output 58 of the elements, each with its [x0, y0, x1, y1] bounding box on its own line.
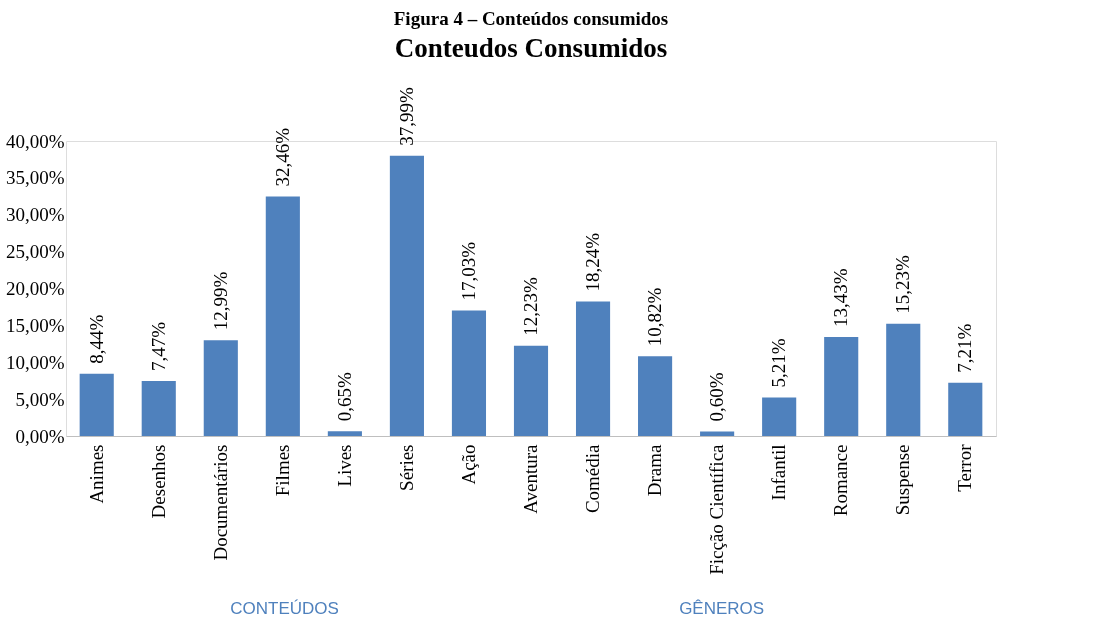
x-tick-label: Séries — [395, 444, 417, 491]
text: CONTEÚDOS — [230, 599, 339, 618]
text: Figura 4 – Conteúdos consumidos — [393, 8, 669, 29]
data-label: 17,03% — [457, 241, 479, 301]
bar — [327, 431, 362, 436]
x-tick-label: Suspense — [892, 444, 914, 516]
data-label: 18,24% — [582, 232, 604, 292]
bar — [886, 323, 921, 436]
y-tick-label: 5,00% — [15, 388, 65, 410]
y-tick-label: 25,00% — [5, 241, 65, 263]
bar — [513, 345, 549, 436]
data-label: 15,23% — [892, 254, 914, 314]
y-tick-label: 20,00% — [5, 278, 65, 299]
chart-title: Conteudos Consumidos — [394, 33, 668, 63]
bar — [700, 431, 735, 436]
bar — [575, 301, 611, 436]
bar — [638, 356, 673, 436]
x-tick-label: Terror — [954, 443, 976, 492]
bar — [824, 336, 859, 436]
x-tick-label: Ação — [457, 444, 479, 485]
bar — [762, 397, 797, 436]
bar — [203, 340, 238, 436]
x-tick-label: Infantil — [768, 444, 790, 501]
data-label: 12,23% — [520, 277, 541, 336]
y-tick-label: 10,00% — [5, 351, 65, 373]
x-tick-label: Filmes — [271, 444, 293, 497]
bar — [389, 155, 424, 436]
data-label: 0,65% — [333, 371, 355, 422]
data-label: 8,44% — [85, 314, 107, 364]
y-tick-label: 15,00% — [5, 314, 65, 336]
x-tick-label: Animes — [85, 444, 107, 504]
x-tick-label: Drama — [644, 443, 666, 497]
bar — [451, 310, 487, 436]
x-tick-label: Desenhos — [147, 444, 169, 519]
data-label: 37,99% — [395, 87, 417, 146]
bar — [141, 380, 176, 436]
bar — [265, 196, 300, 436]
x-tick-label: Romance — [830, 444, 852, 517]
data-label: 7,21% — [954, 323, 976, 373]
text: GÊNEROS — [679, 599, 765, 618]
y-tick-label: 40,00% — [5, 130, 65, 152]
x-tick-label: Comédia — [582, 443, 604, 514]
bar — [948, 382, 983, 436]
x-tick-label: Ficção Científica — [706, 443, 728, 575]
y-tick-label: 35,00% — [5, 167, 65, 189]
data-label: 10,82% — [644, 287, 666, 347]
x-tick-label: Documentários — [209, 444, 231, 561]
data-label: 12,99% — [209, 271, 231, 331]
x-tick-label: Lives — [333, 444, 355, 487]
data-label: 13,43% — [830, 268, 852, 327]
data-label: 5,21% — [768, 338, 790, 388]
data-label: 32,46% — [271, 127, 293, 187]
data-label: 7,47% — [147, 321, 169, 371]
bar — [79, 373, 114, 436]
x-tick-label: Aventura — [520, 443, 541, 514]
data-label: 0,60% — [706, 372, 728, 422]
y-tick-label: 30,00% — [5, 204, 65, 226]
y-tick-label: 0,00% — [15, 425, 65, 447]
